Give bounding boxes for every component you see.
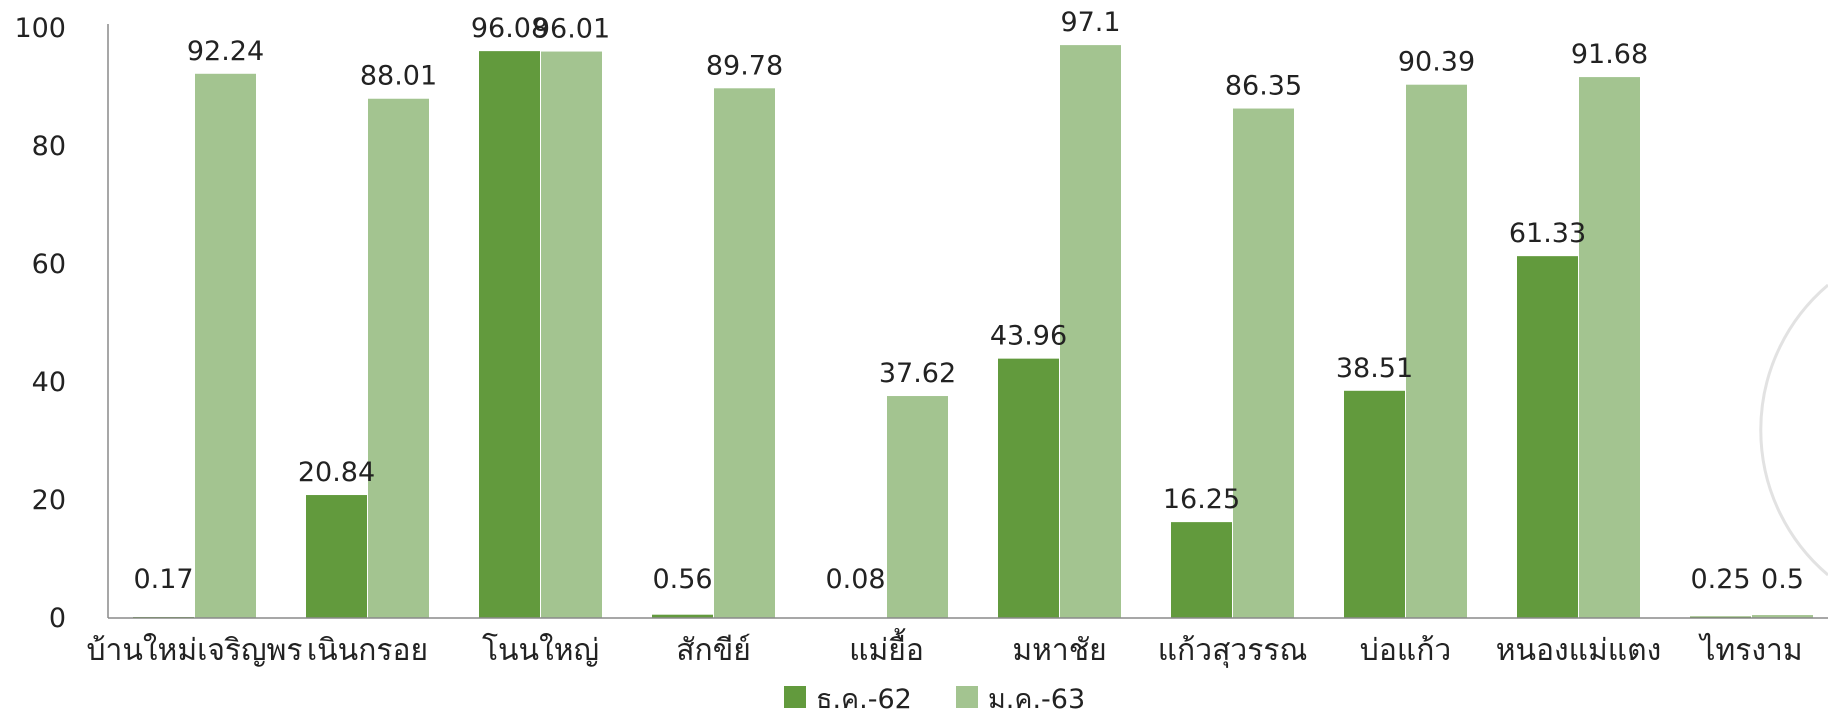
bar-s1-0 <box>195 73 256 618</box>
data-label-s0-5: 43.96 <box>990 321 1067 352</box>
legend-label-s0: ธ.ค.-62 <box>816 684 912 715</box>
bar-s0-6 <box>1171 522 1232 618</box>
y-tick-label: 60 <box>32 249 66 280</box>
legend-swatch-s1 <box>956 686 978 708</box>
bar-s1-6 <box>1233 108 1294 618</box>
bar-s0-3 <box>652 614 713 618</box>
data-label-s0-6: 16.25 <box>1163 484 1240 515</box>
bar-s1-3 <box>714 88 775 619</box>
data-label-s1-4: 37.62 <box>879 358 956 389</box>
data-label-s0-9: 0.25 <box>1690 564 1750 595</box>
bar-s1-8 <box>1579 77 1640 618</box>
bar-s0-2 <box>479 51 540 619</box>
legend-label-s1: ม.ค.-63 <box>988 684 1085 715</box>
data-label-s0-0: 0.17 <box>133 564 193 595</box>
data-label-s0-3: 0.56 <box>652 564 712 595</box>
data-label-s1-9: 0.5 <box>1761 564 1804 595</box>
x-category-label: บ้านใหม่เจริญพร <box>87 633 303 668</box>
data-label-s1-6: 86.35 <box>1225 71 1302 102</box>
bar-s1-4 <box>887 396 948 618</box>
data-label-s0-7: 38.51 <box>1336 353 1413 384</box>
data-label-s1-2: 96.01 <box>533 14 610 45</box>
data-label-s0-2: 96.08 <box>471 13 548 44</box>
x-category-label: มหาชัย <box>1012 633 1106 668</box>
data-label-s0-4: 0.08 <box>825 564 885 595</box>
category-labels-group: บ้านใหม่เจริญพร เนินกรอย โนนใหญ่ สักขีย์ แม่… <box>87 628 1803 669</box>
bars-group <box>133 45 1813 619</box>
x-category-label: บ่อแก้ว <box>1360 633 1451 668</box>
bar-s1-1 <box>368 98 429 619</box>
y-tick-label: 100 <box>14 13 66 44</box>
x-category-label: ไทรงาม <box>1698 632 1802 668</box>
bar-s0-1 <box>306 495 367 618</box>
bar-s0-5 <box>998 358 1059 618</box>
x-category-label: โนนใหญ่ <box>482 632 599 668</box>
bar-s1-5 <box>1060 45 1121 619</box>
bar-s0-7 <box>1344 390 1405 618</box>
y-tick-label: 20 <box>32 485 66 516</box>
data-label-s0-8: 61.33 <box>1509 218 1586 249</box>
data-label-s1-5: 97.1 <box>1060 7 1120 38</box>
bar-s1-2 <box>541 51 602 618</box>
y-axis: 0 20 40 60 80 100 <box>14 13 109 634</box>
x-category-label: สักขีย์ <box>676 633 751 668</box>
data-label-s1-0: 92.24 <box>187 36 264 67</box>
data-label-s0-1: 20.84 <box>298 457 375 488</box>
bar-s0-8 <box>1517 256 1578 618</box>
legend: ธ.ค.-62 ม.ค.-63 <box>784 684 1085 715</box>
data-label-s1-8: 91.68 <box>1571 39 1648 70</box>
y-tick-label: 40 <box>32 367 66 398</box>
bar-s1-7 <box>1406 84 1467 619</box>
x-category-label: เนินกรอย <box>307 633 428 668</box>
data-label-s1-3: 89.78 <box>706 50 783 81</box>
data-label-s1-1: 88.01 <box>360 61 437 92</box>
x-category-label: แม่ยื้อ <box>849 628 924 668</box>
x-category-label: หนองแม่แตง <box>1496 633 1662 668</box>
data-label-s1-7: 90.39 <box>1398 47 1475 78</box>
bar-s1-9 <box>1752 615 1813 618</box>
x-category-label: แก้วสุวรรณ <box>1158 633 1308 669</box>
legend-swatch-s0 <box>784 686 806 708</box>
y-tick-label: 0 <box>49 603 66 634</box>
decorative-arc <box>1759 283 1828 577</box>
y-tick-label: 80 <box>32 131 66 162</box>
